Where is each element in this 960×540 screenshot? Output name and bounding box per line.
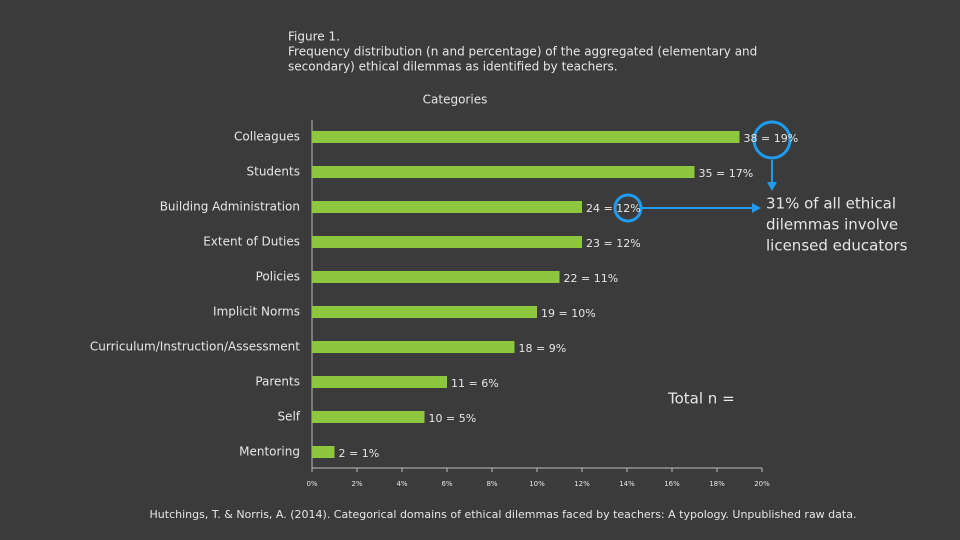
bar [312,446,335,458]
value-label: 18 = 9% [519,342,567,355]
y-tick-label: Building Administration [160,200,300,214]
x-tick-label: 18% [709,480,725,488]
x-tick-label: 2% [351,480,362,488]
bar [312,341,515,353]
x-tick-label: 6% [441,480,452,488]
figure-caption: secondary) ethical dilemmas as identifie… [288,60,618,74]
bar [312,306,537,318]
value-label: 22 = 11% [564,272,619,285]
arrow-head [767,182,777,191]
figure-label: Figure 1. [288,30,340,44]
figure-caption: Frequency distribution (n and percentage… [288,45,757,59]
x-tick-label: 16% [664,480,680,488]
x-tick-label: 4% [396,480,407,488]
highlight-circle [613,193,643,223]
x-tick-label: 10% [529,480,545,488]
x-tick-label: 14% [619,480,635,488]
value-label: 19 = 10% [541,307,596,320]
y-tick-label: Implicit Norms [213,305,300,319]
axis-title: Categories [423,93,488,107]
value-label: 2 = 1% [339,447,380,460]
value-label: 11 = 6% [451,377,499,390]
arrow-head [752,203,761,213]
y-tick-label: Curriculum/Instruction/Assessment [90,340,300,354]
value-label: 35 = 17% [699,167,754,180]
x-tick-label: 20% [754,480,770,488]
annotation: 31% of all ethical [766,195,896,213]
x-tick-label: 0% [306,480,317,488]
value-label: 23 = 12% [586,237,641,250]
annotation: licensed educators [766,237,908,255]
bar [312,236,582,248]
bar [312,131,740,143]
y-tick-label: Self [277,410,300,424]
y-tick-label: Colleagues [234,130,300,144]
bar [312,376,447,388]
bar [312,411,425,423]
value-label: 10 = 5% [429,412,477,425]
highlight-circle [752,120,792,160]
y-tick-label: Policies [256,270,300,284]
y-tick-label: Students [247,165,301,179]
value-label: 38 = 19% [744,132,799,145]
bar [312,271,560,283]
bar [312,201,582,213]
y-tick-label: Mentoring [239,445,300,459]
y-tick-label: Extent of Duties [203,235,300,249]
y-tick-label: Parents [255,375,300,389]
annotation: dilemmas involve [766,216,898,234]
source: Hutchings, T. & Norris, A. (2014). Categ… [150,508,857,521]
total-label: Total n = [667,390,735,408]
bar [312,166,695,178]
x-tick-label: 8% [486,480,497,488]
x-tick-label: 12% [574,480,590,488]
value-label: 24 = 12% [586,202,641,215]
